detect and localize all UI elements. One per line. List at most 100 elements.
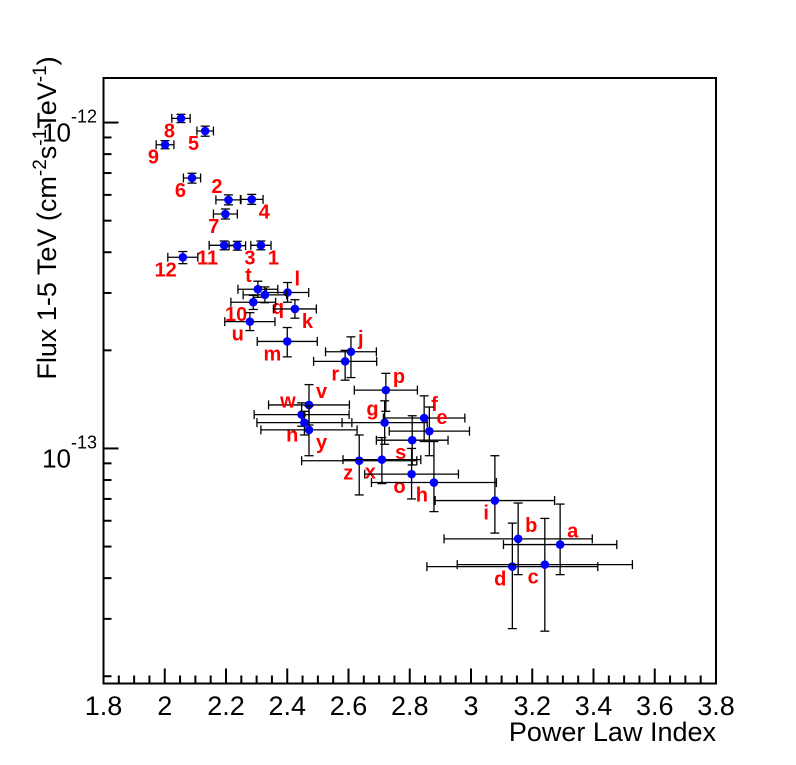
data-point-marker bbox=[380, 418, 389, 427]
x-tick-label: 2.4 bbox=[268, 691, 306, 721]
data-point-label: a bbox=[567, 521, 579, 543]
data-point-label: 9 bbox=[148, 147, 159, 169]
data-point-marker bbox=[248, 297, 258, 307]
x-tick-label: 2 bbox=[157, 691, 172, 721]
data-point-marker bbox=[300, 418, 309, 427]
data-point-marker bbox=[233, 241, 242, 250]
data-point-label: 12 bbox=[155, 259, 177, 281]
x-tick-label: 2.2 bbox=[207, 691, 245, 721]
data-point-s: s bbox=[375, 415, 449, 466]
data-point-label: c bbox=[528, 567, 539, 589]
data-point-marker bbox=[425, 426, 434, 436]
axis-ticks bbox=[102, 121, 717, 684]
data-point-label: 10 bbox=[225, 304, 247, 326]
data-point-label: t bbox=[245, 265, 252, 287]
data-point-label: 5 bbox=[188, 133, 199, 155]
data-point-label: n bbox=[286, 425, 298, 447]
data-point-label: 3 bbox=[244, 248, 255, 270]
data-point-label: 7 bbox=[208, 216, 219, 238]
data-point-d: d bbox=[426, 522, 599, 630]
data-point-a: a bbox=[502, 503, 618, 576]
data-point-marker bbox=[260, 290, 270, 300]
data-point-marker bbox=[346, 347, 356, 357]
data-point-marker bbox=[304, 425, 314, 435]
data-point-r: r bbox=[312, 349, 378, 385]
x-tick-label: 3.4 bbox=[575, 691, 613, 721]
data-point-5: 5 bbox=[188, 125, 215, 155]
data-point-k: k bbox=[272, 299, 317, 333]
data-point-m: m bbox=[256, 326, 318, 365]
data-point-label: g bbox=[366, 399, 378, 421]
data-point-marker bbox=[340, 357, 350, 366]
data-point-label: u bbox=[232, 324, 244, 346]
data-point-j: j bbox=[324, 328, 378, 379]
data-point-3: 3 bbox=[228, 240, 255, 270]
data-point-marker bbox=[290, 304, 300, 314]
data-point-label: f bbox=[431, 394, 438, 416]
data-point-marker bbox=[187, 173, 197, 183]
data-point-label: i bbox=[483, 503, 489, 525]
data-point-12: 12 bbox=[155, 250, 199, 281]
data-point-e: e bbox=[388, 406, 471, 457]
x-tick-label: 3.8 bbox=[697, 691, 735, 721]
data-point-marker bbox=[490, 496, 500, 505]
data-point-10: 10 bbox=[225, 294, 277, 326]
data-point-marker bbox=[282, 337, 292, 346]
y-tick-label: 10-13 bbox=[42, 432, 97, 473]
data-point-marker bbox=[419, 413, 429, 423]
data-point-marker bbox=[178, 252, 188, 262]
data-point-label: z bbox=[343, 463, 353, 485]
data-point-marker bbox=[219, 241, 229, 250]
data-point-marker bbox=[407, 469, 416, 479]
data-point-8: 8 bbox=[164, 113, 191, 142]
y-axis-title: Flux 1-5 TeV (cm-2s-1TeV-1) bbox=[30, 56, 62, 379]
data-point-label: b bbox=[525, 515, 537, 537]
y-axis-title-text: Flux 1-5 TeV (cm-2s-1TeV-1) bbox=[30, 56, 62, 379]
data-point-label: 11 bbox=[197, 247, 218, 269]
data-point-b: b bbox=[443, 502, 593, 576]
data-point-label: l bbox=[295, 268, 301, 290]
data-point-marker bbox=[377, 455, 387, 464]
data-point-label: 4 bbox=[259, 201, 271, 223]
data-point-label: 6 bbox=[175, 180, 186, 202]
data-point-marker bbox=[253, 284, 263, 294]
data-point-marker bbox=[176, 114, 186, 123]
x-tick-label: 2.8 bbox=[391, 691, 429, 721]
y-axis-tick-labels: 10-12 10-13 bbox=[42, 107, 97, 474]
data-point-marker bbox=[247, 195, 257, 204]
x-tick-label: 3 bbox=[463, 691, 478, 721]
data-point-1: 1 bbox=[250, 240, 279, 269]
data-point-f: f bbox=[382, 394, 466, 443]
data-point-i: i bbox=[434, 455, 556, 534]
data-point-label: e bbox=[436, 407, 447, 429]
data-point-label: m bbox=[263, 343, 281, 365]
data-point-6: 6 bbox=[175, 172, 202, 202]
data-point-v: v bbox=[267, 381, 351, 426]
data-point-7: 7 bbox=[208, 208, 238, 238]
data-point-marker bbox=[160, 140, 170, 150]
data-point-y: y bbox=[260, 405, 358, 457]
data-point-marker bbox=[245, 317, 255, 326]
data-point-9: 9 bbox=[148, 139, 175, 169]
data-point-o: o bbox=[364, 447, 460, 500]
data-point-c: c bbox=[456, 517, 634, 632]
data-point-marker bbox=[354, 456, 364, 466]
data-point-marker bbox=[381, 385, 391, 395]
data-point-h: h bbox=[370, 440, 498, 513]
data-point-label: 2 bbox=[211, 176, 222, 198]
data-point-label: s bbox=[395, 442, 406, 464]
data-point-marker bbox=[508, 562, 517, 571]
data-point-label: r bbox=[331, 363, 339, 385]
x-tick-label: 1.8 bbox=[85, 691, 123, 721]
data-point-x: x bbox=[342, 436, 422, 485]
data-point-marker bbox=[429, 478, 439, 487]
data-point-z: z bbox=[300, 434, 418, 496]
data-point-marker bbox=[256, 241, 266, 250]
data-point-label: h bbox=[416, 485, 428, 507]
data-point-marker bbox=[540, 560, 550, 569]
data-point-marker bbox=[224, 195, 233, 205]
data-point-marker bbox=[407, 435, 417, 445]
